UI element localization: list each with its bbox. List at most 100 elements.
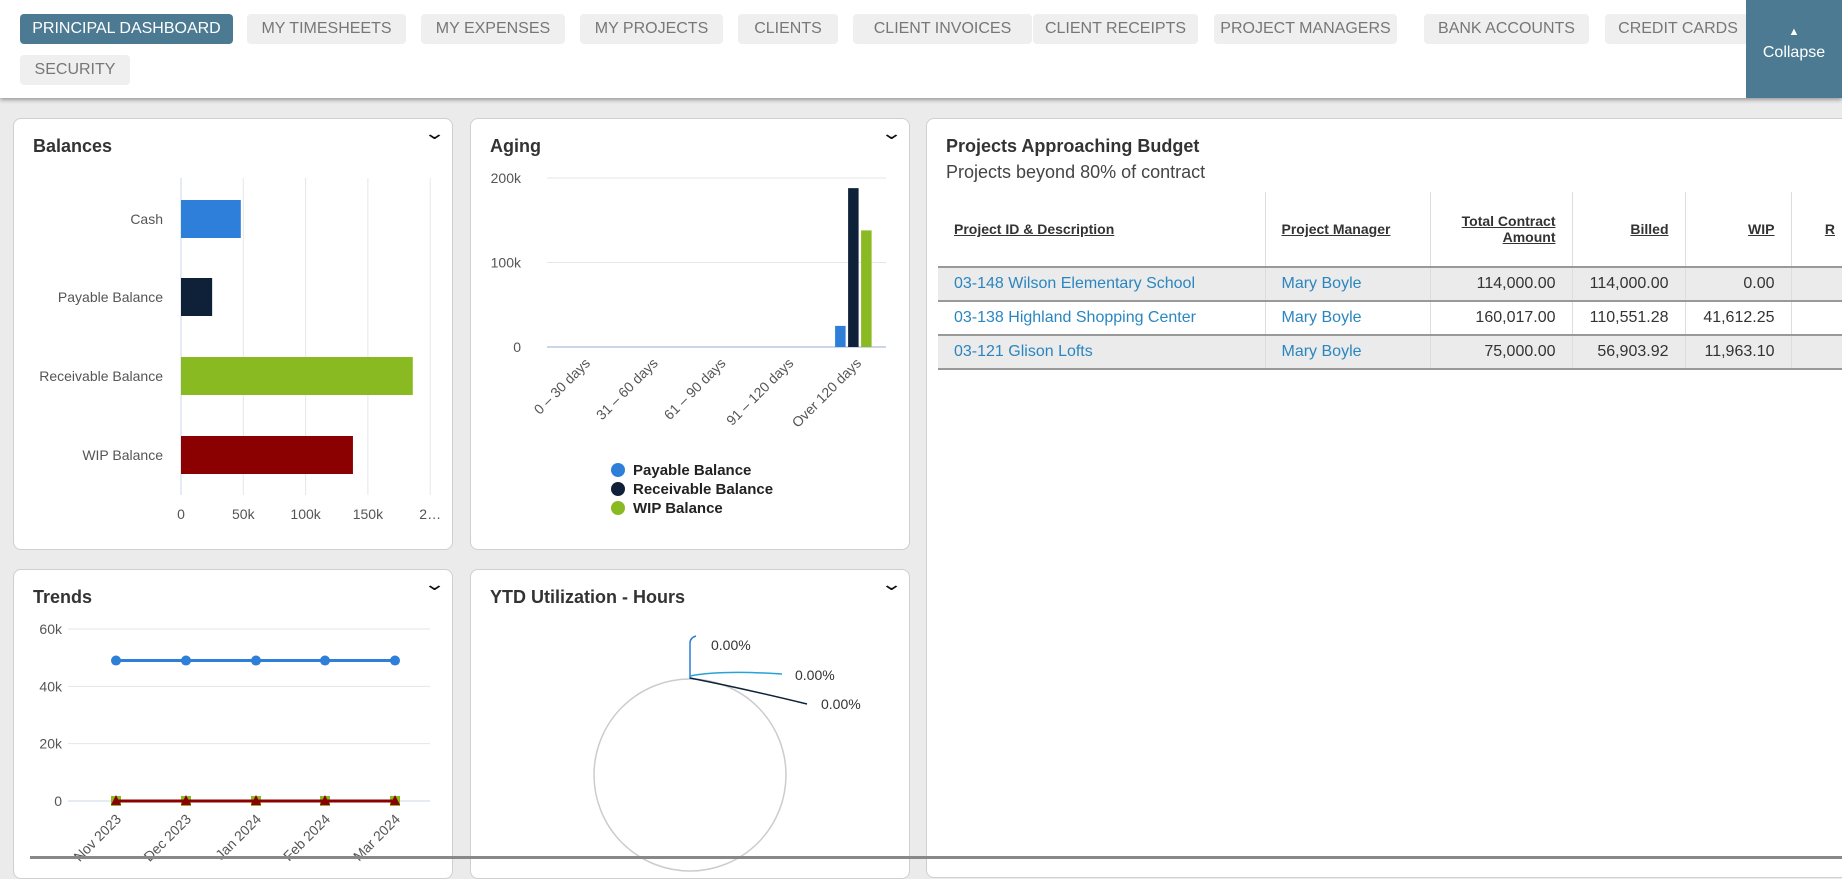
data-point [111, 655, 121, 666]
truncated-cell [1790, 267, 1842, 302]
project-link[interactable]: 03-138 Highland Shopping Center [938, 301, 1265, 336]
slice-label: 0.00% [795, 667, 835, 683]
x-tick-label: Over 120 days [789, 355, 865, 431]
tab-project-managers[interactable]: PROJECT MANAGERS [1214, 14, 1397, 44]
balances-panel: Balances ⌄ 0 50k 100k 150k 2… Cash Payable Bal… [13, 118, 453, 550]
data-point [111, 795, 121, 805]
utilization-panel: YTD Utilization - Hours ⌄ 0.00% 0.00% 0.00… [470, 569, 910, 879]
tab-security[interactable]: SECURITY [20, 55, 130, 85]
bar [848, 188, 859, 347]
data-point [181, 655, 191, 666]
manager-link[interactable]: Mary Boyle [1264, 267, 1430, 302]
y-tick-label: 0 [513, 339, 521, 355]
col-manager[interactable]: Project Manager [1264, 192, 1430, 268]
tab-principal-dashboard[interactable]: PRINCIPAL DASHBOARD [20, 14, 233, 44]
x-tick-label: 31 – 60 days [593, 355, 661, 423]
bar [181, 278, 213, 316]
panel-title: YTD Utilization - Hours [490, 587, 685, 607]
table-row: 03-121 Glison Lofts Mary Boyle 75,000.00… [938, 335, 1842, 370]
horizontal-scrollbar[interactable] [30, 856, 1842, 859]
truncated-cell [1790, 301, 1842, 336]
y-tick-label: 0 [54, 793, 62, 809]
slice-label: 0.00% [711, 637, 751, 653]
x-tick-label: 2… [419, 506, 441, 522]
billed-cell: 56,903.92 [1571, 335, 1685, 370]
chevron-down-icon[interactable]: ⌄ [423, 574, 446, 594]
wip-cell: 11,963.10 [1684, 335, 1791, 370]
data-point [390, 795, 400, 805]
utilization-pie-chart: 0.00% 0.00% 0.00% [593, 635, 861, 872]
chevron-down-icon[interactable]: ⌄ [423, 123, 446, 143]
category-label: Receivable Balance [39, 368, 163, 384]
wip-cell: 0.00 [1684, 267, 1791, 302]
contract-cell: 75,000.00 [1429, 335, 1572, 370]
trends-panel: Trends ⌄ 0 20k 40k 60k Nov 2023 Dec 2023 Jan 2… [13, 569, 453, 879]
col-contract[interactable]: Total Contract Amount [1429, 192, 1572, 268]
legend-label: Receivable Balance [633, 481, 773, 498]
slice-label: 0.00% [821, 696, 861, 712]
x-tick-label: 0 [177, 506, 185, 522]
chevron-down-icon[interactable]: ⌄ [880, 123, 903, 143]
y-tick-label: 60k [39, 621, 63, 637]
col-wip[interactable]: WIP [1684, 192, 1791, 268]
tab-credit-cards[interactable]: CREDIT CARDS [1605, 14, 1751, 44]
col-project[interactable]: Project ID & Description [938, 192, 1265, 268]
x-tick-label: 100k [290, 506, 321, 522]
legend-label: Payable Balance [633, 462, 751, 479]
data-point [390, 655, 400, 666]
tab-client-invoices[interactable]: CLIENT INVOICES [853, 14, 1032, 44]
category-label: WIP Balance [82, 447, 163, 463]
collapse-button[interactable]: ▲ Collapse [1746, 0, 1842, 98]
y-tick-label: 200k [491, 170, 522, 186]
col-truncated[interactable]: R [1790, 192, 1842, 268]
y-tick-label: 20k [39, 736, 63, 752]
bar [861, 230, 872, 347]
manager-link[interactable]: Mary Boyle [1264, 301, 1430, 336]
y-tick-label: 100k [491, 255, 522, 271]
table-row: 03-148 Wilson Elementary School Mary Boy… [938, 267, 1842, 302]
legend-label: WIP Balance [633, 500, 723, 517]
panel-title: Projects Approaching Budget [946, 136, 1200, 156]
aging-chart: 0 100k 200k 0 – 30 days 31 – 60 days 61 – 90 … [491, 170, 886, 517]
contract-cell: 114,000.00 [1429, 267, 1572, 302]
x-tick-label: 61 – 90 days [661, 355, 729, 423]
leader-line [689, 671, 783, 677]
project-link[interactable]: 03-148 Wilson Elementary School [938, 267, 1265, 302]
panel-subtitle: Projects beyond 80% of contract [946, 162, 1206, 182]
collapse-label: Collapse [1762, 44, 1826, 61]
x-tick-label: 0 – 30 days [531, 355, 594, 418]
projects-budget-panel: Projects Approaching Budget Projects bey… [926, 118, 1842, 878]
legend-marker [611, 501, 625, 515]
data-point [181, 795, 191, 805]
col-billed[interactable]: Billed [1571, 192, 1685, 268]
balances-chart: 0 50k 100k 150k 2… Cash Payable Balance Receiva… [39, 178, 441, 522]
projects-table: Project ID & Description Project Manager… [938, 192, 1842, 370]
truncated-cell [1790, 335, 1842, 370]
data-point [320, 655, 330, 666]
table-row: 03-138 Highland Shopping Center Mary Boy… [938, 301, 1842, 336]
category-label: Cash [130, 211, 163, 227]
manager-link[interactable]: Mary Boyle [1264, 335, 1430, 370]
tab-my-timesheets[interactable]: MY TIMESHEETS [247, 14, 406, 44]
tab-my-projects[interactable]: MY PROJECTS [580, 14, 723, 44]
bar [181, 200, 241, 238]
contract-cell: 160,017.00 [1429, 301, 1572, 336]
data-point [320, 795, 330, 805]
panel-title: Balances [33, 136, 113, 156]
tab-client-receipts[interactable]: CLIENT RECEIPTS [1033, 14, 1198, 44]
aging-panel: Aging ⌄ 0 100k 200k 0 – 30 days 31 – 60 days… [470, 118, 910, 550]
project-link[interactable]: 03-121 Glison Lofts [938, 335, 1265, 370]
tab-bank-accounts[interactable]: BANK ACCOUNTS [1424, 14, 1589, 44]
leader-line [689, 635, 697, 679]
bar [181, 436, 353, 474]
chevron-down-icon[interactable]: ⌄ [880, 574, 903, 594]
tab-my-expenses[interactable]: MY EXPENSES [421, 14, 565, 44]
data-point [251, 655, 261, 666]
y-tick-label: 40k [39, 678, 63, 694]
x-tick-label: 50k [232, 506, 256, 522]
billed-cell: 114,000.00 [1571, 267, 1685, 302]
caret-up-icon: ▲ [1788, 26, 1800, 38]
tab-clients[interactable]: CLIENTS [738, 14, 838, 44]
panel-title: Aging [490, 136, 541, 156]
